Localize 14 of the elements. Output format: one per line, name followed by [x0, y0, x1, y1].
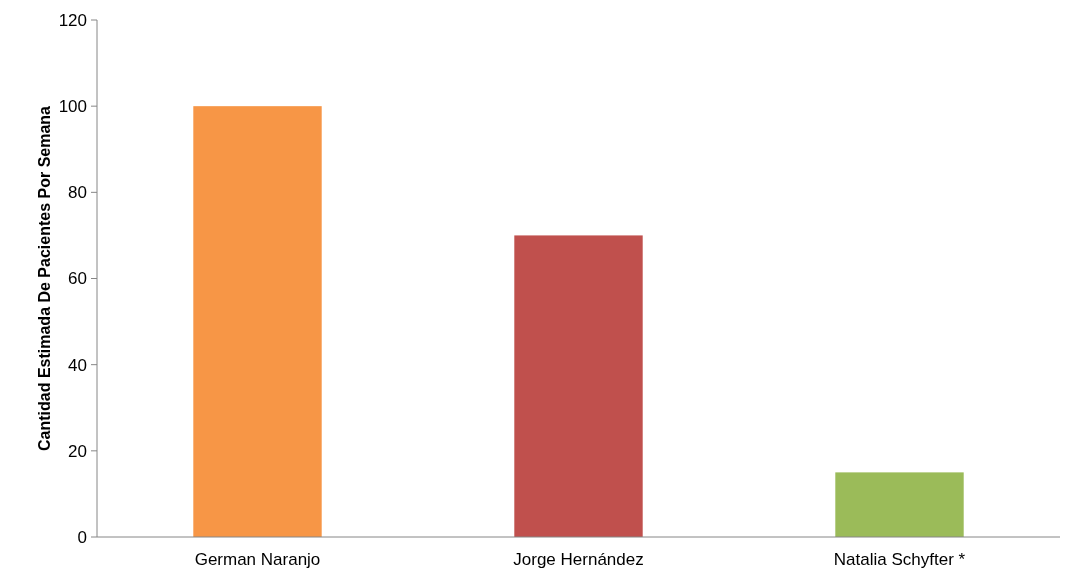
bar: [193, 106, 322, 537]
y-tick-label: 0: [77, 527, 87, 547]
y-tick-label: 80: [68, 183, 87, 203]
x-tick-label: German Naranjo: [194, 550, 321, 569]
bar: [514, 235, 643, 537]
y-tick-label: 100: [58, 97, 87, 117]
y-tick-label: 60: [68, 269, 87, 289]
y-tick-label: 40: [68, 355, 87, 375]
y-axis-title: Cantidad Estimada De Pacientes Por Semana: [36, 105, 53, 452]
y-tick-label: 20: [68, 441, 87, 461]
bar: [835, 472, 964, 537]
y-tick-label: 120: [58, 10, 87, 30]
x-tick-label: Natalia Schyfter *: [833, 550, 966, 569]
x-tick-label: Jorge Hernández: [513, 550, 644, 569]
